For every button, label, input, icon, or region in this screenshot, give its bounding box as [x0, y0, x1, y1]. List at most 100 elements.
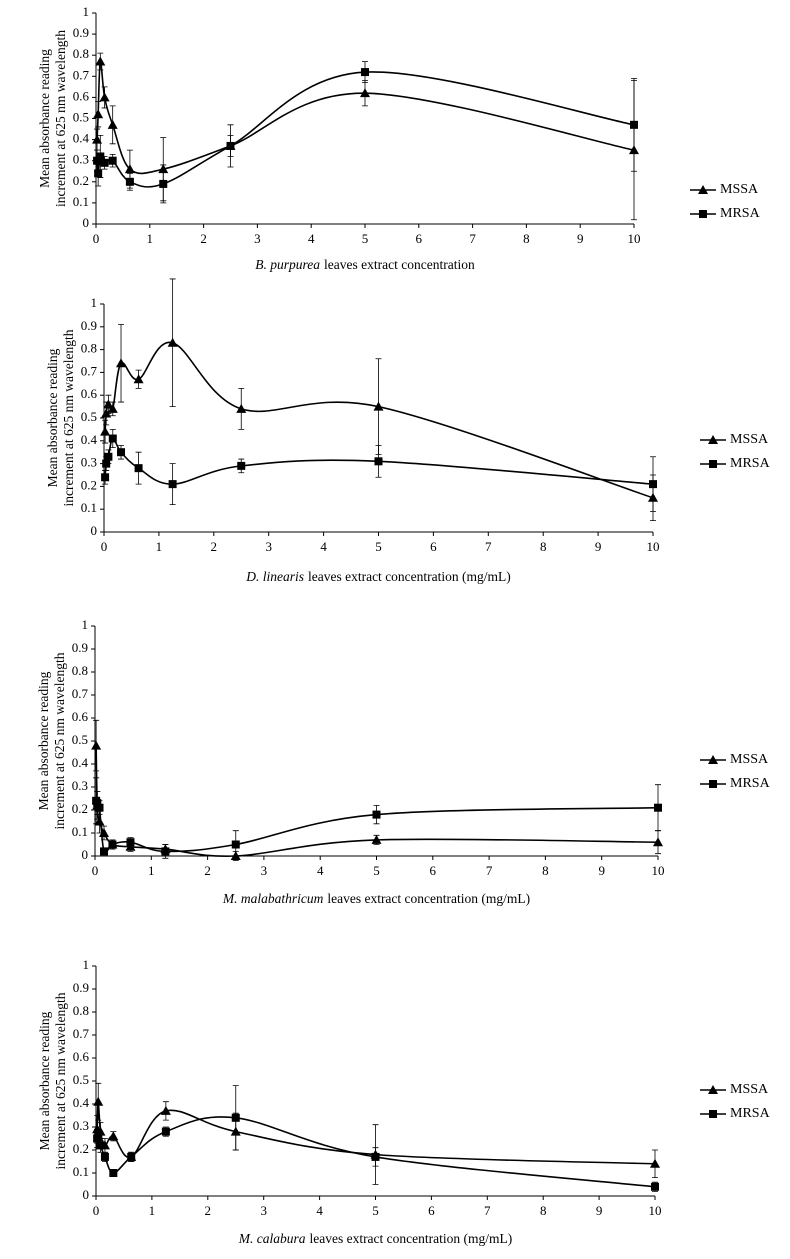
x-axis-label-text: leaves extract concentration (mg/mL) [308, 569, 511, 584]
x-tick-label: 2 [204, 863, 211, 878]
marker-square [100, 1152, 109, 1161]
y-tick-label: 0 [91, 523, 98, 538]
x-tick-label: 4 [317, 863, 324, 878]
x-axis-label-species: M. calabura [238, 1231, 306, 1246]
y-tick-label: 0.7 [73, 1026, 90, 1041]
marker-square [109, 1169, 118, 1177]
marker-triangle [124, 164, 135, 174]
marker-square [108, 840, 117, 849]
x-tick-label: 7 [485, 539, 492, 554]
marker-triangle [107, 119, 118, 129]
marker-triangle [629, 145, 639, 155]
y-tick-label: 0.3 [72, 778, 88, 793]
x-tick-label: 4 [316, 1203, 323, 1218]
y-tick-label: 0 [83, 215, 90, 230]
x-tick-label: 0 [92, 863, 99, 878]
y-tick-label: 0.5 [73, 1072, 89, 1087]
y-tick-label: 0.7 [72, 686, 89, 701]
series-line [95, 800, 659, 854]
x-tick-label: 3 [265, 539, 272, 554]
marker-triangle [108, 1131, 119, 1141]
marker-triangle [230, 1126, 241, 1136]
marker-triangle [93, 109, 104, 119]
y-tick-label: 0.9 [81, 318, 97, 333]
y-tick-label: 0 [83, 1187, 90, 1202]
x-tick-label: 9 [598, 863, 605, 878]
marker-triangle [101, 408, 112, 418]
marker-triangle [230, 851, 241, 860]
x-tick-label: 2 [211, 539, 218, 554]
legend-label: MRSA [730, 456, 771, 471]
y-tick-label: 0.1 [73, 1164, 89, 1179]
legend-marker [709, 1110, 717, 1118]
x-tick-label: 4 [320, 539, 327, 554]
x-tick-label: 10 [647, 539, 660, 554]
marker-square [231, 1113, 240, 1122]
marker-square [93, 156, 102, 165]
x-axis-label-text: leaves extract concentration [324, 257, 475, 272]
x-tick-label: 6 [430, 539, 437, 554]
marker-triangle [167, 337, 178, 347]
marker-triangle [653, 837, 663, 847]
marker-square [95, 803, 104, 812]
marker-square [168, 480, 177, 489]
y-tick-label: 0.4 [72, 755, 89, 770]
y-tick-label: 0.8 [81, 341, 97, 356]
x-tick-label: 8 [540, 1203, 547, 1218]
marker-square [361, 68, 369, 77]
y-tick-label: 0.7 [73, 67, 90, 82]
legend-marker [708, 435, 718, 444]
series-line [104, 341, 654, 499]
marker-square [630, 120, 638, 129]
marker-square [231, 840, 240, 849]
marker-square [96, 1141, 105, 1150]
marker-triangle [116, 358, 127, 368]
marker-triangle [360, 88, 370, 98]
x-tick-label: 10 [652, 863, 665, 878]
marker-triangle [99, 92, 110, 102]
x-tick-label: 6 [416, 231, 423, 246]
x-tick-label: 1 [149, 1203, 156, 1218]
y-tick-label: 0.6 [73, 1049, 90, 1064]
marker-square [371, 1152, 380, 1161]
x-tick-label: 9 [595, 539, 602, 554]
y-axis-label: increment at 625 nm wavelength [53, 992, 68, 1169]
marker-triangle [95, 56, 106, 66]
marker-triangle [650, 1158, 660, 1168]
marker-square [374, 457, 383, 466]
y-axis-label: Mean absorbance reading [37, 49, 52, 188]
y-tick-label: 0.8 [72, 663, 88, 678]
marker-square [654, 803, 662, 812]
y-tick-label: 0.3 [73, 152, 89, 167]
y-axis-label: increment at 625 nm wavelength [61, 329, 76, 506]
y-tick-label: 0.3 [81, 455, 97, 470]
x-tick-label: 4 [308, 231, 315, 246]
chart-panel: 00.10.20.30.40.50.60.70.80.910 1 2 3 4 5 6 7 8 9 1… [37, 957, 770, 1246]
x-tick-label: 9 [577, 231, 584, 246]
x-tick-label: 2 [200, 231, 207, 246]
y-tick-label: 1 [83, 4, 90, 19]
y-tick-label: 0.4 [73, 131, 90, 146]
x-axis-label-species: D. linearis [245, 569, 304, 584]
legend-marker [708, 755, 718, 764]
marker-triangle [373, 401, 384, 411]
marker-square [93, 799, 102, 808]
legend-label: MSSA [720, 182, 759, 197]
x-tick-label: 1 [147, 231, 154, 246]
y-tick-label: 0.1 [81, 500, 97, 515]
x-tick-label: 10 [649, 1203, 662, 1218]
legend-label: MRSA [730, 776, 771, 791]
legend-label: MRSA [730, 1106, 771, 1121]
marker-triangle [125, 841, 136, 851]
marker-square [101, 473, 110, 482]
y-tick-label: 1 [83, 957, 90, 972]
x-tick-label: 7 [469, 231, 476, 246]
y-tick-label: 0.9 [72, 640, 88, 655]
chart-panel: 00.10.20.30.40.50.60.70.80.910 1 2 3 4 5 6 7 8 9 1… [36, 617, 770, 906]
x-axis-label-species: B. purpurea [255, 257, 320, 272]
marker-square [372, 810, 381, 819]
legend-marker [708, 1085, 718, 1094]
x-tick-label: 8 [542, 863, 549, 878]
y-tick-label: 0.3 [73, 1118, 89, 1133]
